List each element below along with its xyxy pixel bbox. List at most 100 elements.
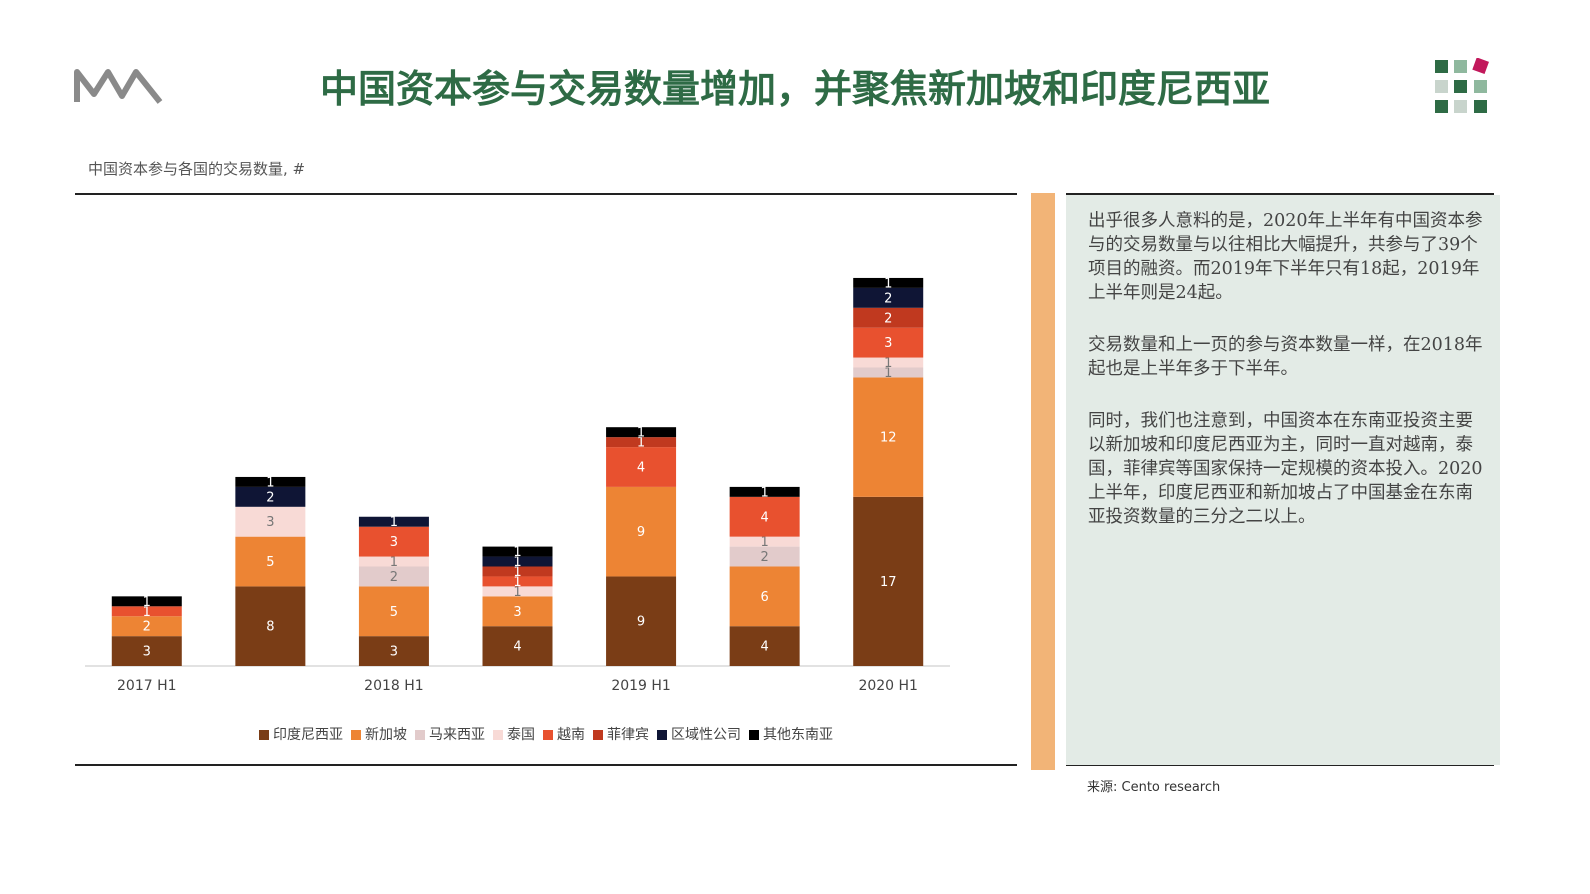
x-tick-label: 2018 H1 [364,678,424,694]
data-label: 6 [761,590,769,605]
bar-segment [235,486,306,507]
bar-segment [235,536,306,587]
legend-item: 区域性公司 [657,724,741,744]
legend-label: 印度尼西亚 [273,727,343,743]
bar-segment [482,556,553,567]
bar-segment [482,586,553,597]
data-label: 1 [761,535,769,550]
data-label: 2 [761,550,769,565]
bar-segment [853,367,924,378]
legend-label: 越南 [557,727,585,743]
data-label: 3 [390,645,398,660]
paragraph: 交易数量和上一页的参与资本数量一样，在2018年起也是上半年多于下半年。 [1088,335,1483,379]
bar-segment [853,496,924,666]
chart-subtitle: 中国资本参与各国的交易数量, # [88,160,306,178]
data-label: 2 [143,620,151,635]
data-label: 4 [637,461,645,476]
data-label: 1 [884,356,892,371]
data-label: 1 [390,515,398,530]
legend-label: 泰国 [507,727,535,743]
bar-segment [482,596,553,627]
data-label: 3 [884,336,892,351]
x-tick-label: 2019 H1 [611,678,671,694]
bar-segment [235,586,306,666]
bar-segment [606,576,677,666]
data-label: 2 [884,311,892,326]
legend: 印度尼西亚 新加坡 马来西亚 泰国 越南 菲律宾 区域性公司 其他东南亚 [75,724,1017,744]
logo [74,69,163,104]
data-label: 3 [513,605,521,620]
bar-segment [235,506,306,537]
bar-segment [606,427,677,438]
data-label: 1 [761,485,769,500]
data-label: 17 [880,575,897,590]
bar-segment [853,357,924,368]
bar-segment [358,516,429,527]
rule [1066,764,1494,766]
data-label: 4 [761,640,769,655]
data-label: 2 [390,570,398,585]
data-label: 1 [637,426,645,441]
bar-segment [853,307,924,328]
bar-segment [853,377,924,497]
legend-label: 新加坡 [365,727,407,743]
rule [75,193,1017,195]
x-tick-label: 2020 H1 [858,678,918,694]
data-label: 4 [761,510,769,525]
legend-swatch [259,730,269,740]
legend-swatch [543,730,553,740]
legend-swatch [493,730,503,740]
data-label: 4 [513,640,521,655]
rule [1066,193,1494,195]
data-label: 1 [513,585,521,600]
legend-swatch [351,730,361,740]
legend-label: 马来西亚 [429,727,485,743]
bar-segment [235,476,306,487]
data-label: 3 [143,645,151,660]
data-label: 2 [266,490,274,505]
data-label: 3 [390,535,398,550]
legend-item: 其他东南亚 [749,724,833,744]
bar-segment [606,447,677,487]
bar-segment [729,496,800,537]
data-label: 1 [637,436,645,451]
data-label: 1 [143,605,151,620]
data-label: 5 [390,605,398,620]
bar-segment [111,596,182,607]
data-label: 1 [884,366,892,381]
data-label: 1 [390,555,398,570]
bar-segment [358,566,429,587]
legend-label: 区域性公司 [671,727,741,743]
page-title: 中国资本参与交易数量增加，并聚焦新加坡和印度尼西亚 [319,66,1270,111]
bar-segment [729,566,800,627]
data-label: 1 [266,475,274,490]
data-label: 1 [513,575,521,590]
rule [75,764,1017,766]
bar-segment [358,526,429,557]
data-label: 5 [266,555,274,570]
legend-label: 其他东南亚 [763,727,833,743]
bar-segment [482,546,553,557]
legend-swatch [749,730,759,740]
bar-segment [111,606,182,617]
bar-segment [482,626,553,666]
data-label: 3 [266,515,274,530]
paragraph: 出乎很多人意料的是，2020年上半年有中国资本参与的交易数量与以往相比大幅提升，… [1088,211,1483,303]
bar-segment [729,626,800,666]
bar-segment [111,636,182,666]
data-label: 1 [513,555,521,570]
bar-segment [358,636,429,666]
data-label: 8 [266,620,274,635]
bar-segment [729,546,800,567]
data-label: 1 [513,565,521,580]
data-label: 2 [884,291,892,306]
brand-icon [1435,58,1489,113]
data-label: 1 [143,595,151,610]
bar-segment [606,437,677,448]
legend-item: 越南 [543,724,585,744]
legend-swatch [657,730,667,740]
legend-swatch [415,730,425,740]
bar-segment [358,586,429,637]
legend-label: 菲律宾 [607,727,649,743]
